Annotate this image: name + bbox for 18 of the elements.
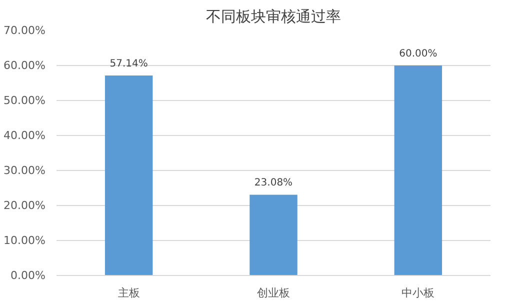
y-tick-label: 50.00% (4, 94, 46, 107)
y-tick-label: 20.00% (4, 199, 46, 212)
x-tick-label: 主板 (118, 286, 140, 300)
y-tick-label: 40.00% (4, 129, 46, 142)
chart-title: 不同板块审核通过率 (206, 8, 341, 26)
y-tick-label: 30.00% (4, 164, 46, 177)
x-tick-label: 中小板 (402, 286, 435, 300)
y-tick-label: 60.00% (4, 59, 46, 72)
data-label: 60.00% (399, 48, 438, 60)
bar (250, 194, 298, 276)
x-tick-label: 创业板 (257, 286, 290, 300)
data-label: 57.14% (110, 58, 148, 70)
bar (394, 66, 442, 276)
y-tick-label: 0.00% (10, 269, 46, 282)
data-label: 23.08% (254, 178, 293, 189)
bar (104, 76, 153, 276)
y-tick-label: 70.00% (4, 24, 46, 37)
y-tick-label: 10.00% (4, 234, 46, 247)
